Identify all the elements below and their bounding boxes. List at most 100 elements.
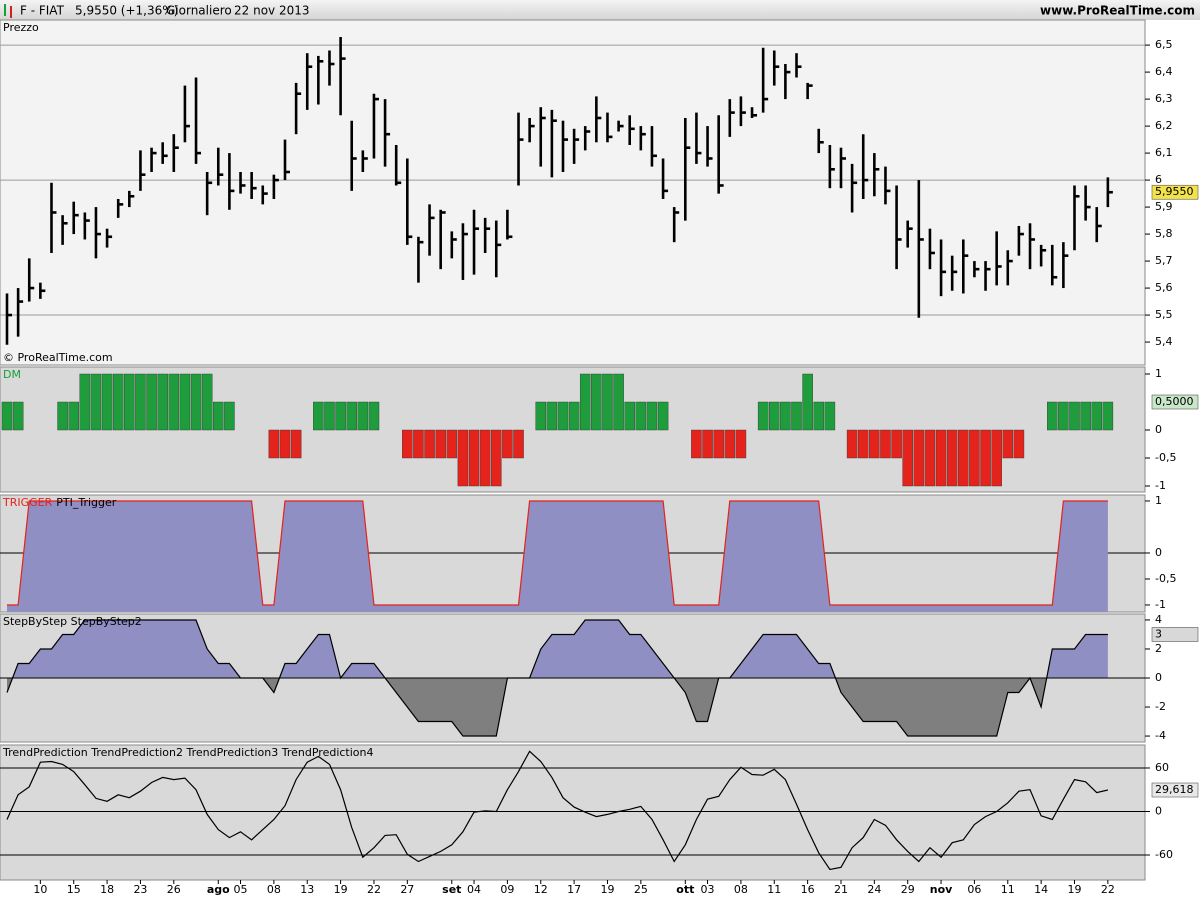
x-tick-label: ago	[207, 883, 230, 896]
y-tick-label: -0,5	[1155, 451, 1176, 464]
last-value-box	[1151, 627, 1199, 642]
dm-bar	[1013, 429, 1025, 459]
dm-bar	[101, 373, 113, 431]
dm-bar	[1102, 401, 1114, 431]
dm-bar	[446, 429, 458, 459]
dm-bar	[168, 373, 180, 431]
y-tick-label: 6,4	[1155, 65, 1173, 78]
y-tick-label: 5,5	[1155, 308, 1173, 321]
last-value-label: 29,618	[1155, 783, 1194, 796]
dm-bar	[824, 401, 836, 431]
dm-bar	[457, 429, 469, 487]
x-tick-label: 21	[834, 883, 848, 896]
y-tick-label: 4	[1155, 613, 1162, 626]
x-tick-label: 26	[167, 883, 181, 896]
y-tick-label: 1	[1155, 367, 1162, 380]
last-value-label: 5,9550	[1155, 185, 1194, 198]
y-tick-label: -4	[1155, 729, 1166, 742]
dm-bar	[769, 401, 780, 431]
last-value-label: 3	[1155, 627, 1162, 640]
dm-bar	[946, 429, 958, 487]
dm-bar	[190, 373, 202, 431]
dm-bar	[124, 373, 135, 431]
x-tick-label: 19	[334, 883, 348, 896]
x-tick-label: 19	[600, 883, 614, 896]
dm-bar	[513, 429, 524, 459]
panel-title: TRIGGER	[2, 496, 53, 509]
x-tick-label: 04	[467, 883, 481, 896]
y-tick-label: 5,7	[1155, 254, 1173, 267]
dm-bar	[613, 373, 624, 431]
dm-bar	[491, 429, 502, 487]
dm-bar	[79, 373, 91, 431]
x-tick-label: 22	[1101, 883, 1115, 896]
dm-bar	[980, 429, 991, 487]
dm-bar	[724, 429, 736, 459]
dm-bar	[735, 429, 747, 459]
dm-bar	[1002, 429, 1014, 459]
dm-bar	[413, 429, 424, 459]
y-tick-label: 5,9	[1155, 200, 1173, 213]
last-value-label: 0,5000	[1155, 395, 1194, 408]
date: 22 nov 2013	[234, 4, 310, 18]
y-tick-label: 6	[1155, 173, 1162, 186]
last-value-box	[1151, 782, 1199, 798]
last-value-box	[1151, 394, 1199, 410]
dm-bar	[502, 429, 513, 459]
last-price: 5,9550 (+1,36%)	[75, 4, 178, 18]
dm-bar	[12, 401, 24, 431]
x-tick-label: 13	[300, 883, 314, 896]
dm-bar	[224, 401, 235, 431]
dm-bar	[935, 429, 947, 487]
dm-bar	[991, 429, 1002, 487]
y-tick-label: 0	[1155, 671, 1162, 684]
dm-bar	[913, 429, 925, 487]
x-tick-label: 03	[701, 883, 715, 896]
dm-bar	[279, 429, 291, 459]
y-tick-label: 5,4	[1155, 335, 1173, 348]
dm-bar	[1058, 401, 1069, 431]
x-tick-label: 18	[100, 883, 114, 896]
x-tick-label: 14	[1034, 883, 1048, 896]
y-tick-label: 5,6	[1155, 281, 1173, 294]
area-line	[6, 619, 1108, 737]
dm-bar	[68, 401, 79, 431]
dm-bar	[702, 429, 713, 459]
x-tick-label: 22	[367, 883, 381, 896]
dm-bar	[1069, 401, 1080, 431]
dm-bar	[290, 429, 302, 459]
y-tick-label: 0	[1155, 423, 1162, 436]
area-positive	[7, 620, 1108, 678]
x-tick-label: 16	[801, 883, 815, 896]
y-tick-label: 5,8	[1155, 227, 1173, 240]
x-tick-label: 06	[967, 883, 981, 896]
y-tick-label: 1	[1155, 494, 1162, 507]
panel-title: StepByStep StepByStep2	[3, 615, 142, 628]
dm-bar	[424, 429, 435, 459]
dm-bar	[112, 373, 124, 431]
dm-bar	[146, 373, 157, 431]
panel-subtitle: PTI_Trigger	[56, 496, 117, 509]
dm-bar	[891, 429, 902, 459]
dm-bar	[479, 429, 491, 487]
dm-bar	[857, 429, 869, 459]
dm-bar	[757, 401, 769, 431]
y-tick-label: 6,1	[1155, 146, 1173, 159]
dm-bar	[335, 401, 346, 431]
x-tick-label: 25	[634, 883, 648, 896]
x-tick-label: 15	[67, 883, 81, 896]
dm-bar	[624, 401, 635, 431]
dm-bar	[880, 429, 891, 459]
dm-bar	[579, 373, 591, 431]
trend-line	[6, 750, 1109, 871]
dm-bar	[1, 401, 13, 431]
dm-bar	[435, 429, 446, 459]
dm-bar	[57, 401, 68, 431]
panel-title: TrendPrediction TrendPrediction2 TrendPr…	[2, 746, 374, 759]
x-tick-label: ott	[676, 883, 694, 896]
watermark: © ProRealTime.com	[3, 351, 113, 364]
area-line	[7, 500, 1108, 606]
axis-area	[1145, 20, 1200, 888]
dm-bar	[1080, 401, 1091, 431]
